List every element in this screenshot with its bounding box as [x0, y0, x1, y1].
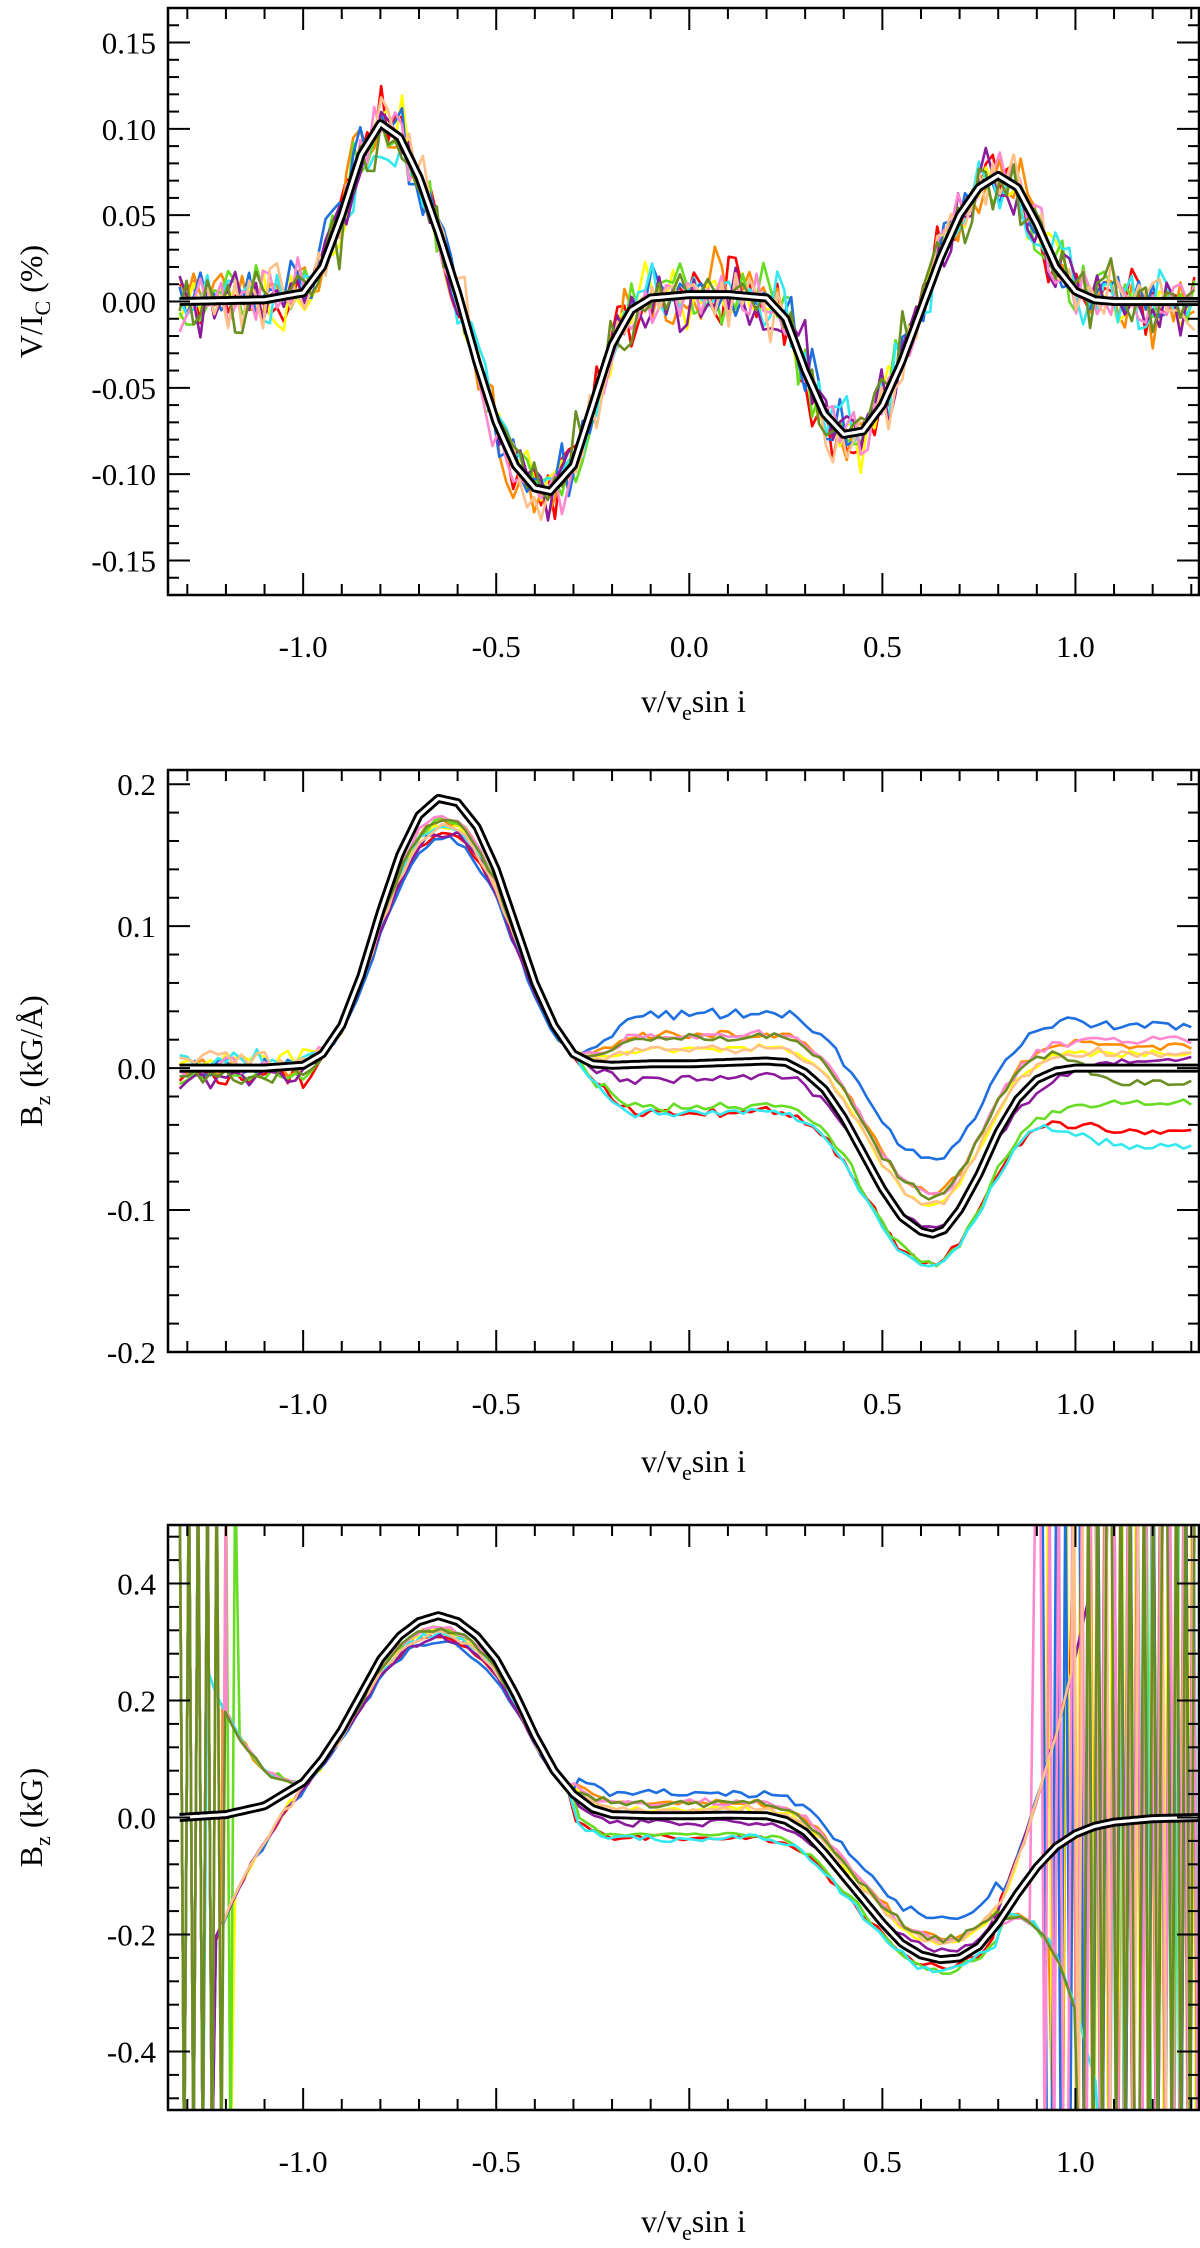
plot-area: [178, 84, 1199, 522]
y-tick-label: 0.00: [102, 285, 156, 320]
y-tick-label: 0.2: [117, 767, 156, 802]
x-tick-label: -0.5: [472, 2144, 521, 2179]
x-tick-label: 0.0: [670, 1386, 709, 1421]
x-tick-label: 1.0: [1056, 2144, 1095, 2179]
y-tick-label: -0.1: [107, 1193, 156, 1228]
x-tick-label: 0.5: [863, 629, 902, 664]
chart-panel-bottom: -1.0 -0.5 0.0 0.5 1.0 0.4 0.2 0.0 -0.2 -0.4 v/vesi…: [13, 1523, 1200, 2245]
x-axis-label: v/vesin i: [641, 1443, 746, 1485]
chart-panel-middle: -1.0 -0.5 0.0 0.5 1.0 0.2 0.1 0.0 -0.1 -0.2 v/vesi…: [13, 767, 1200, 1485]
y-tick-label: -0.15: [91, 543, 156, 578]
y-tick-label: -0.2: [107, 1918, 156, 1953]
observed-series-line: [178, 84, 1196, 521]
y-tick-label: -0.2: [107, 1335, 156, 1370]
y-tick-label: 0.10: [102, 112, 156, 147]
y-tick-label: 0.15: [102, 26, 156, 61]
observed-series-line: [178, 119, 1196, 502]
observed-series-line: [178, 107, 1195, 498]
x-tick-label: -0.5: [472, 629, 521, 664]
y-tick-label: 0.0: [117, 1801, 156, 1836]
y-tick-label: 0.4: [117, 1567, 156, 1602]
x-tick-label: -1.0: [279, 2144, 328, 2179]
x-tick-label: 1.0: [1056, 1386, 1095, 1421]
x-tick-label: -1.0: [279, 629, 328, 664]
model-series-highlight: [179, 796, 1199, 1236]
x-tick-label: 0.5: [863, 1386, 902, 1421]
observed-series-line: [178, 110, 1196, 522]
y-tick-label: -0.05: [91, 371, 156, 406]
x-tick-label: 0.0: [670, 2144, 709, 2179]
model-series-highlight: [179, 122, 1199, 493]
chart-panel-top: -1.0 -0.5 0.0 0.5 1.0 0.15 0.10 0.05 0.00 -0.05 -0…: [13, 6, 1200, 725]
y-tick-label: 0.2: [117, 1684, 156, 1719]
y-tick-label: 0.1: [117, 909, 156, 944]
y-tick-label: -0.10: [91, 457, 156, 492]
y-axis-label: Bz (kG/Å): [13, 995, 55, 1127]
plot-area: [178, 1525, 1199, 2110]
observed-series-line: [178, 117, 1196, 518]
plot-frame: [166, 768, 1200, 1354]
observed-series-line: [179, 818, 1192, 1201]
y-axis-label: Bz (kG): [13, 1768, 55, 1868]
x-axis-label: v/vesin i: [641, 683, 746, 725]
observed-series-line: [178, 814, 1192, 1196]
plot-area: [178, 793, 1199, 1268]
observed-series-line: [178, 105, 1196, 516]
x-tick-label: 1.0: [1056, 629, 1095, 664]
observed-series-line: [179, 823, 1192, 1207]
x-axis-label: v/vesin i: [641, 2203, 746, 2245]
y-tick-label: -0.4: [107, 2035, 157, 2070]
x-tick-label: 0.0: [670, 629, 709, 664]
y-tick-label: 0.0: [117, 1051, 156, 1086]
x-tick-label: -1.0: [279, 1386, 328, 1421]
y-tick-label: 0.05: [102, 198, 156, 233]
model-series-highlight: [179, 1614, 1199, 1962]
x-tick-label: -0.5: [472, 1386, 521, 1421]
observed-series-line: [178, 818, 1192, 1196]
y-axis-label: V/IC (%): [13, 245, 55, 358]
x-tick-label: 0.5: [863, 2144, 902, 2179]
observed-series-line: [178, 142, 1196, 485]
